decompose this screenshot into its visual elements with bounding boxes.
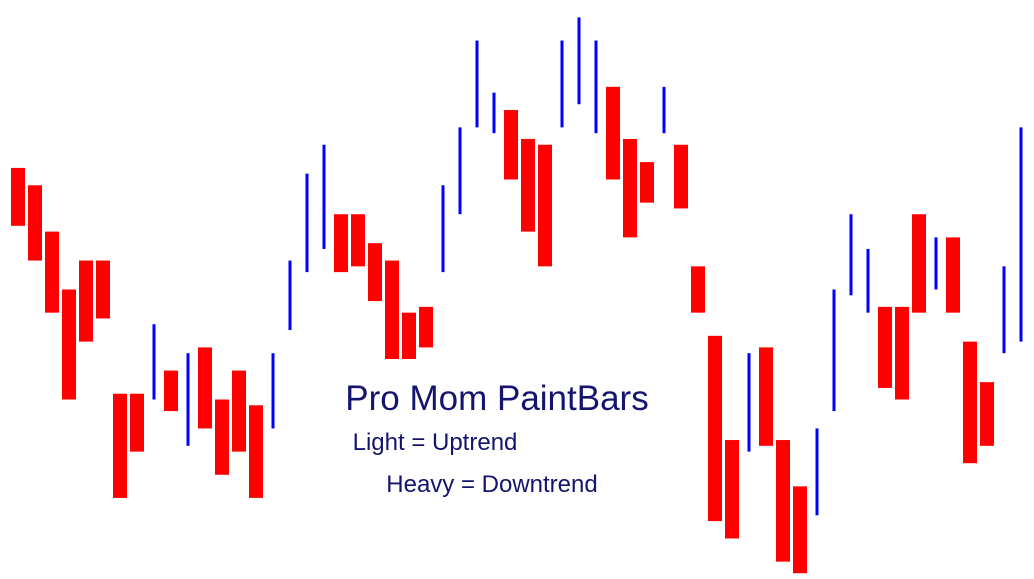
- up-bar: [577, 17, 581, 105]
- down-bar: [759, 347, 773, 446]
- up-bar: [1019, 127, 1023, 342]
- down-bar: [776, 440, 790, 562]
- up-bar: [866, 248, 870, 313]
- down-bar: [708, 335, 722, 522]
- chart-title: Pro Mom PaintBars: [345, 379, 648, 418]
- down-bar: [385, 260, 399, 359]
- down-bar: [691, 266, 705, 313]
- up-bar: [849, 214, 853, 296]
- legend-up: Light = Uptrend: [353, 429, 518, 456]
- up-bar: [305, 173, 309, 273]
- down-bar: [963, 341, 977, 464]
- down-bar: [538, 144, 552, 267]
- down-bar: [130, 393, 144, 452]
- down-bar: [368, 243, 382, 302]
- down-bar: [793, 486, 807, 574]
- up-bar: [152, 324, 156, 400]
- down-bar: [878, 306, 892, 388]
- up-bar: [662, 86, 666, 134]
- down-bar: [946, 237, 960, 313]
- down-bar: [351, 214, 365, 267]
- down-bar: [640, 162, 654, 203]
- up-bar: [492, 92, 496, 134]
- down-bar: [113, 393, 127, 498]
- up-bar: [458, 127, 462, 215]
- down-bar: [402, 312, 416, 359]
- down-bar: [249, 405, 263, 498]
- up-bar: [322, 144, 326, 249]
- down-bar: [606, 86, 620, 180]
- down-bar: [895, 306, 909, 400]
- down-bar: [198, 347, 212, 429]
- up-bar: [747, 353, 751, 452]
- down-bar: [232, 370, 246, 452]
- down-bar: [725, 440, 739, 539]
- down-bar: [45, 231, 59, 313]
- down-bar: [623, 138, 637, 238]
- down-bar: [674, 144, 688, 209]
- down-bar: [96, 260, 110, 319]
- down-bar: [215, 399, 229, 475]
- down-bar: [912, 214, 926, 313]
- down-bar: [521, 138, 535, 232]
- up-bar: [815, 428, 819, 516]
- up-bar: [288, 260, 292, 331]
- down-bar: [164, 370, 178, 412]
- down-bar: [62, 289, 76, 400]
- up-bar: [560, 40, 564, 128]
- legend-down: Heavy = Downtrend: [386, 471, 597, 498]
- up-bar: [934, 237, 938, 290]
- up-bar: [441, 185, 445, 273]
- up-bar: [271, 353, 275, 429]
- up-bar: [594, 40, 598, 134]
- down-bar: [334, 214, 348, 273]
- down-bar: [419, 306, 433, 348]
- down-bar: [79, 260, 93, 342]
- up-bar: [475, 40, 479, 128]
- up-bar: [832, 289, 836, 412]
- down-bar: [11, 167, 25, 226]
- down-bar: [980, 382, 994, 446]
- up-bar: [1002, 266, 1006, 354]
- down-bar: [504, 110, 518, 180]
- up-bar: [186, 353, 190, 446]
- down-bar: [28, 185, 42, 261]
